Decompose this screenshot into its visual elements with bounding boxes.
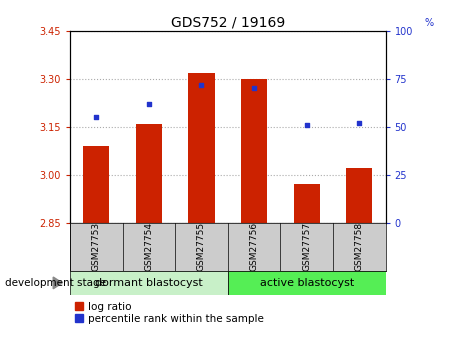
Title: GDS752 / 19169: GDS752 / 19169	[170, 16, 285, 30]
Text: GSM27753: GSM27753	[92, 222, 101, 271]
Text: %: %	[424, 18, 433, 28]
Text: dormant blastocyst: dormant blastocyst	[95, 278, 202, 288]
Point	[145, 101, 152, 107]
Bar	[241, 79, 267, 223]
Bar	[70, 271, 228, 295]
Text: GSM27754: GSM27754	[144, 222, 153, 271]
Point	[303, 122, 310, 128]
Text: GSM27757: GSM27757	[302, 222, 311, 271]
Polygon shape	[53, 277, 62, 289]
Text: active blastocyst: active blastocyst	[260, 278, 354, 288]
Bar	[294, 184, 320, 223]
Text: development stage: development stage	[5, 278, 106, 288]
Point	[356, 120, 363, 126]
Bar	[346, 168, 373, 223]
Point	[198, 82, 205, 87]
Bar	[136, 124, 162, 223]
Bar	[228, 271, 386, 295]
Legend: log ratio, percentile rank within the sample: log ratio, percentile rank within the sa…	[75, 302, 263, 324]
Bar	[83, 146, 110, 223]
Text: GSM27756: GSM27756	[249, 222, 258, 271]
Text: GSM27755: GSM27755	[197, 222, 206, 271]
Point	[250, 86, 258, 91]
Bar	[189, 72, 215, 223]
Point	[92, 115, 100, 120]
Text: GSM27758: GSM27758	[355, 222, 364, 271]
